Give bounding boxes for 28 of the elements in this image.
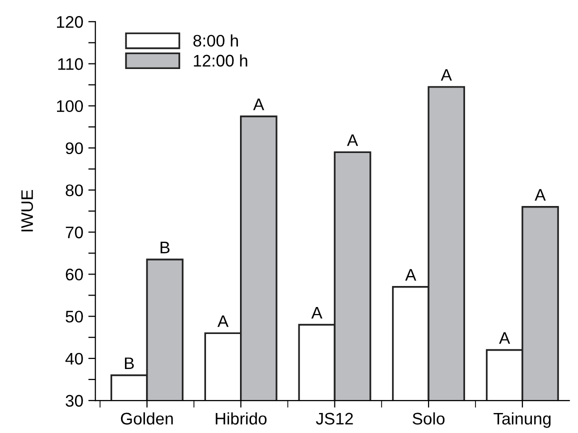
annotation: B: [124, 358, 134, 370]
annotation: B: [160, 242, 170, 254]
y-tick-label: 120: [57, 16, 83, 28]
annotation: A: [405, 269, 416, 281]
y-tick-label: 90: [66, 142, 83, 154]
y-tick-label: 30: [66, 394, 83, 407]
y-tick-label: 110: [58, 58, 83, 70]
annotation: A: [499, 332, 510, 344]
annotation: A: [440, 69, 452, 81]
y-axis-title: IWUE: [21, 190, 34, 232]
legend-label: 12:00 h: [194, 54, 248, 67]
annotation: A: [311, 307, 322, 319]
y-tick-label: 50: [66, 310, 83, 323]
legend-label: 8:00 h: [193, 34, 238, 47]
annotation: A: [217, 315, 229, 327]
annotation: A: [347, 134, 358, 146]
y-tick-label: 40: [65, 352, 83, 365]
y-tick-label: 60: [66, 268, 83, 280]
x-tick-label: Tainung: [494, 412, 551, 428]
y-tick-label: 70: [66, 226, 83, 238]
x-tick-label: Golden: [120, 412, 173, 425]
x-tick-label: Hibrido: [216, 412, 267, 425]
x-tick-label: JS12: [316, 412, 353, 425]
annotation: A: [253, 98, 264, 110]
annotation: A: [534, 189, 546, 201]
y-tick-label: 100: [57, 100, 83, 112]
x-tick-label: Solo: [412, 412, 445, 425]
y-tick-label: 80: [66, 184, 83, 196]
